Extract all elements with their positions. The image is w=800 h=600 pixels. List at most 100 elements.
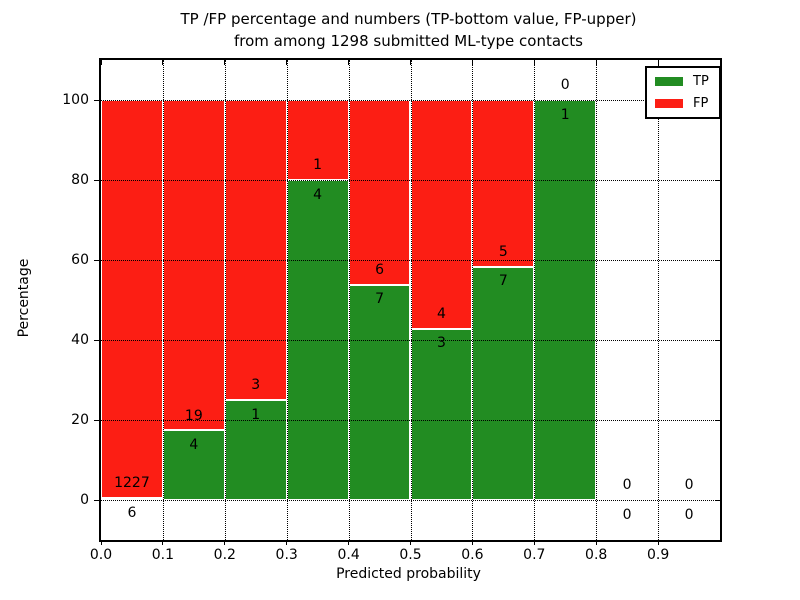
x-tick-top: [471, 60, 473, 65]
fp-count-label: 19: [184, 407, 203, 424]
tp-count-label: 6: [127, 504, 137, 521]
legend-label-tp: TP: [693, 74, 709, 89]
fp-bar-segment: [410, 100, 473, 329]
y-tick-right: [715, 259, 720, 261]
x-tick-top: [348, 60, 350, 65]
x-tick-top: [286, 60, 288, 65]
x-tick-bottom: [100, 540, 102, 545]
tp-count-label: 1: [560, 106, 570, 123]
v-gridline: [472, 60, 474, 540]
x-tick-bottom: [595, 540, 597, 545]
y-axis-label: Percentage: [16, 258, 32, 338]
y-tick-label: 20: [71, 412, 89, 428]
fp-count-label: 3: [251, 377, 261, 394]
legend-label-fp: FP: [693, 96, 709, 111]
fp-count-label: 6: [375, 261, 385, 278]
fp-bar-segment: [162, 100, 225, 431]
y-tick-left: [94, 259, 99, 261]
y-tick-label: 40: [71, 332, 89, 348]
tp-bar-segment: [224, 400, 287, 500]
tp-count-label: 3: [436, 335, 446, 352]
x-tick-label: 0.6: [461, 547, 484, 563]
y-tick-label: 100: [62, 92, 89, 108]
v-gridline: [596, 60, 598, 540]
y-tick-right: [715, 179, 720, 181]
y-tick-label: 0: [80, 492, 89, 508]
x-tick-label: 0.3: [275, 547, 298, 563]
fp-bar-segment: [472, 100, 535, 267]
bars-layer: [101, 60, 720, 540]
x-tick-bottom: [162, 540, 164, 545]
grid-layer: [101, 60, 720, 540]
tp-count-label: 4: [313, 186, 323, 203]
tp-count-label: 0: [684, 506, 694, 523]
fp-count-label: 0: [622, 477, 632, 494]
fp-count-label: 4: [436, 305, 446, 322]
x-tick-top: [100, 60, 102, 65]
tp-count-label: 1: [251, 406, 261, 423]
fp-bar-segment: [286, 100, 349, 180]
inner-ticks-layer: [100, 60, 720, 540]
fp-bar-segment: [348, 100, 411, 285]
fp-bar-segment: [101, 100, 163, 499]
tp-bar-segment: [101, 498, 163, 501]
chart-title: TP /FP percentage and numbers (TP-bottom…: [99, 9, 718, 53]
v-gridline: [658, 60, 660, 540]
tp-count-label: 0: [622, 506, 632, 523]
v-gridline: [286, 60, 288, 540]
x-tick-label: 0.0: [89, 547, 113, 563]
x-tick-bottom: [471, 540, 473, 545]
y-tick-right: [715, 419, 720, 421]
tp-bar-segment: [348, 284, 411, 500]
fp-swatch-icon: [655, 99, 683, 108]
v-gridline: [410, 60, 412, 540]
v-gridline: [162, 60, 164, 540]
x-tick-bottom: [224, 540, 226, 545]
y-tick-left: [94, 499, 99, 501]
y-tick-left: [94, 419, 99, 421]
plot-area: 1227 6 19 4 3 1 1 4 6 7 4 3 5 7 0 1 0 0 0 0: [99, 58, 722, 542]
y-tick-label: 60: [71, 252, 89, 268]
chart-title-line2: from among 1298 submitted ML-type contac…: [234, 31, 583, 50]
x-tick-label: 0.1: [151, 547, 175, 563]
x-tick-top: [162, 60, 164, 65]
x-tick-top: [657, 60, 659, 65]
bar-labels-layer: 1227 6 19 4 3 1 1 4 6 7 4 3 5 7 0 1 0 0 0 0: [101, 60, 720, 540]
tp-count-label: 4: [189, 437, 199, 454]
y-tick-right: [715, 499, 720, 501]
y-tick-right: [715, 339, 720, 341]
x-tick-label: 0.8: [585, 547, 608, 563]
tp-count-label: 7: [498, 273, 508, 290]
x-tick-bottom: [286, 540, 288, 545]
x-axis-label: Predicted probability: [336, 566, 481, 582]
legend-item-fp: FP: [655, 97, 709, 110]
tp-count-label: 7: [375, 291, 385, 308]
x-tick-bottom: [533, 540, 535, 545]
fp-count-label: 1: [313, 157, 323, 174]
y-tick-left: [94, 99, 99, 101]
x-tick-bottom: [410, 540, 411, 545]
y-tick-left: [94, 179, 99, 181]
y-tick-left: [94, 339, 99, 341]
y-tick-label: 80: [71, 172, 89, 188]
legend-item-tp: TP: [655, 75, 709, 88]
tp-bar-segment: [534, 100, 597, 500]
x-tick-bottom: [348, 540, 350, 545]
x-tick-top: [410, 60, 411, 65]
x-tick-bottom: [657, 540, 659, 545]
legend: TP FP: [645, 66, 721, 119]
fp-count-label: 1227: [114, 475, 150, 492]
x-tick-top: [595, 60, 597, 65]
x-tick-label: 0.7: [523, 547, 546, 563]
v-gridline: [534, 60, 536, 540]
v-gridline: [224, 60, 226, 540]
fp-count-label: 0: [684, 477, 694, 494]
fp-count-label: 0: [560, 77, 570, 94]
v-gridline: [348, 60, 350, 540]
x-tick-top: [224, 60, 226, 65]
fp-count-label: 5: [498, 243, 508, 260]
x-tick-label: 0.4: [337, 547, 360, 563]
chart-title-line1: TP /FP percentage and numbers (TP-bottom…: [180, 10, 637, 28]
x-tick-label: 0.5: [399, 547, 422, 563]
